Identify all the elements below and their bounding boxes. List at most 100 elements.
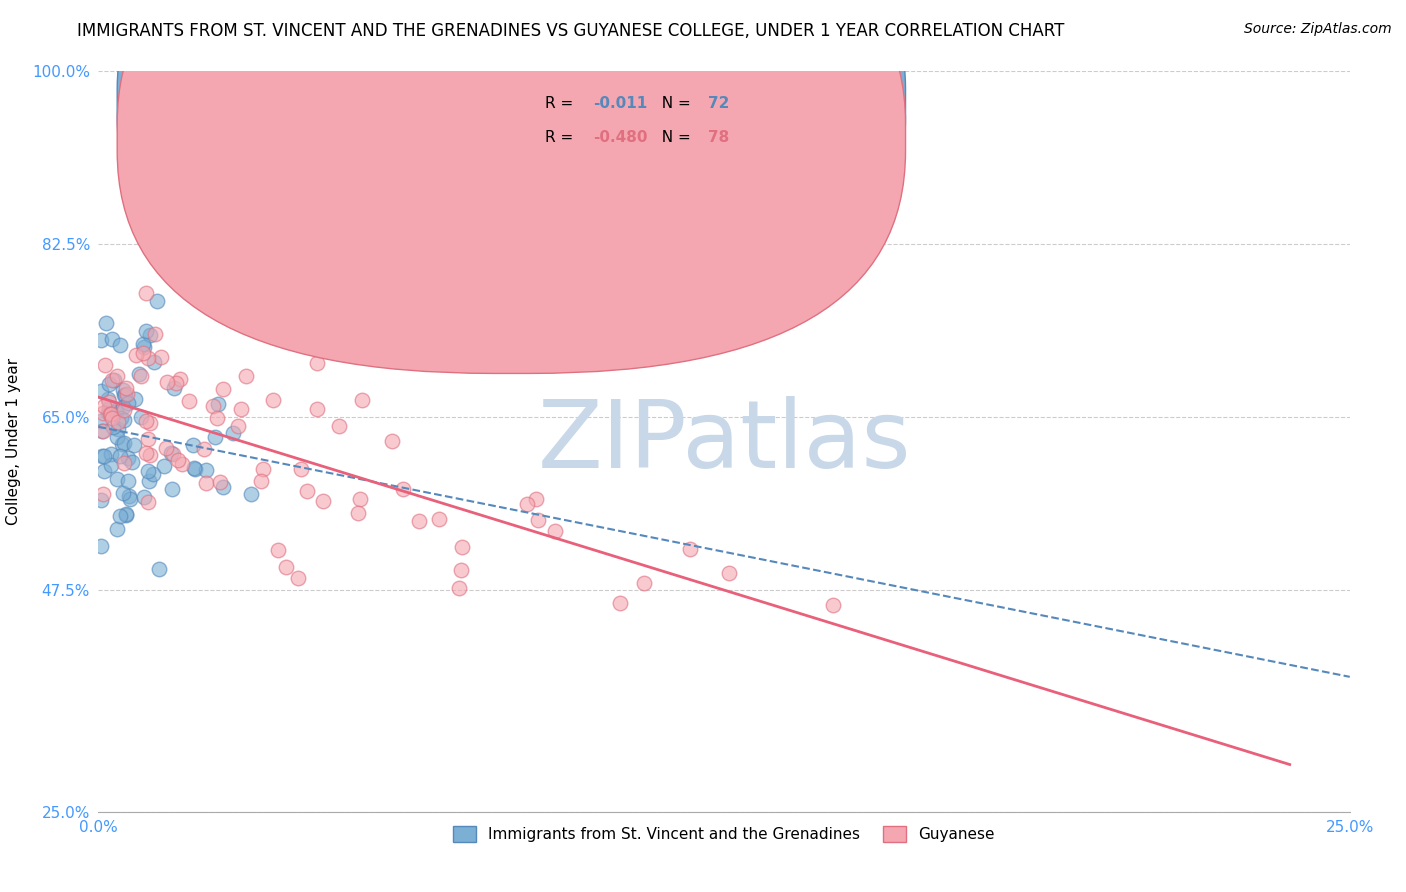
Point [274,560,297,574]
Point [179,394,201,409]
Point [117,474,139,488]
Point [160,446,183,460]
Text: 72: 72 [707,95,730,111]
Point [90,449,112,463]
Point [98,408,121,422]
Point [120,491,142,506]
Text: N =: N = [651,95,695,111]
Point [97,392,120,406]
Text: R =: R = [546,129,578,145]
Point [132,346,155,360]
Point [100,411,122,425]
Point [112,403,135,417]
Point [103,420,125,434]
Text: N =: N = [651,129,695,145]
Point [90,540,112,554]
Point [349,491,371,506]
Point [170,457,193,471]
Point [516,497,538,511]
Point [131,337,153,351]
Point [115,381,138,395]
Point [93,399,115,413]
Point [100,407,122,421]
Point [148,562,170,576]
Point [823,598,845,612]
Point [110,436,132,450]
Point [226,418,249,433]
Point [101,332,124,346]
Point [328,418,350,433]
Text: Source: ZipAtlas.com: Source: ZipAtlas.com [1244,22,1392,37]
FancyBboxPatch shape [117,0,905,374]
Point [114,457,136,471]
Point [143,355,166,369]
Text: ZIPatlas: ZIPatlas [537,395,911,488]
Point [524,492,547,507]
Point [181,438,204,452]
Point [139,448,162,462]
Point [93,358,115,372]
Point [201,399,224,413]
Point [141,467,163,482]
Point [112,436,135,450]
Point [290,462,312,476]
Text: -0.011: -0.011 [593,95,647,111]
Point [451,540,474,554]
Point [124,348,146,362]
Point [305,356,328,370]
Point [118,490,141,504]
Point [267,543,290,558]
FancyBboxPatch shape [461,78,837,183]
Point [526,513,548,527]
Point [96,317,118,331]
Point [101,374,124,388]
Point [105,522,128,536]
Point [135,286,157,301]
Text: 78: 78 [707,129,730,145]
Point [609,596,631,610]
Point [135,446,157,460]
Point [132,340,155,354]
Point [136,464,159,478]
Point [115,508,138,522]
Point [449,581,471,595]
Point [107,422,129,436]
Point [115,507,138,521]
Point [111,384,134,398]
Point [90,492,112,507]
Point [93,487,115,501]
Point [111,486,134,500]
Point [97,406,120,420]
Point [162,447,184,461]
Point [633,576,655,591]
Point [212,480,235,494]
Point [450,563,472,577]
Point [124,392,146,406]
Point [112,400,135,414]
Point [117,386,139,401]
Point [163,381,186,395]
Point [295,483,318,498]
Point [114,388,136,402]
Text: IMMIGRANTS FROM ST. VINCENT AND THE GRENADINES VS GUYANESE COLLEGE, UNDER 1 YEAR: IMMIGRANTS FROM ST. VINCENT AND THE GREN… [77,22,1064,40]
Point [136,432,159,446]
Point [93,450,115,464]
Point [131,368,153,383]
Point [98,395,121,409]
Legend: Immigrants from St. Vincent and the Grenadines, Guyanese: Immigrants from St. Vincent and the Gren… [447,821,1001,848]
Point [138,474,160,488]
Point [312,494,335,508]
Point [155,442,177,456]
Point [427,511,450,525]
Point [221,426,243,441]
Point [193,442,215,457]
Point [91,424,114,438]
Point [152,458,174,473]
Point [104,405,127,419]
Point [131,410,153,425]
Point [149,351,172,365]
Point [287,571,309,585]
Point [110,411,132,425]
Point [350,392,373,407]
Point [146,294,169,309]
